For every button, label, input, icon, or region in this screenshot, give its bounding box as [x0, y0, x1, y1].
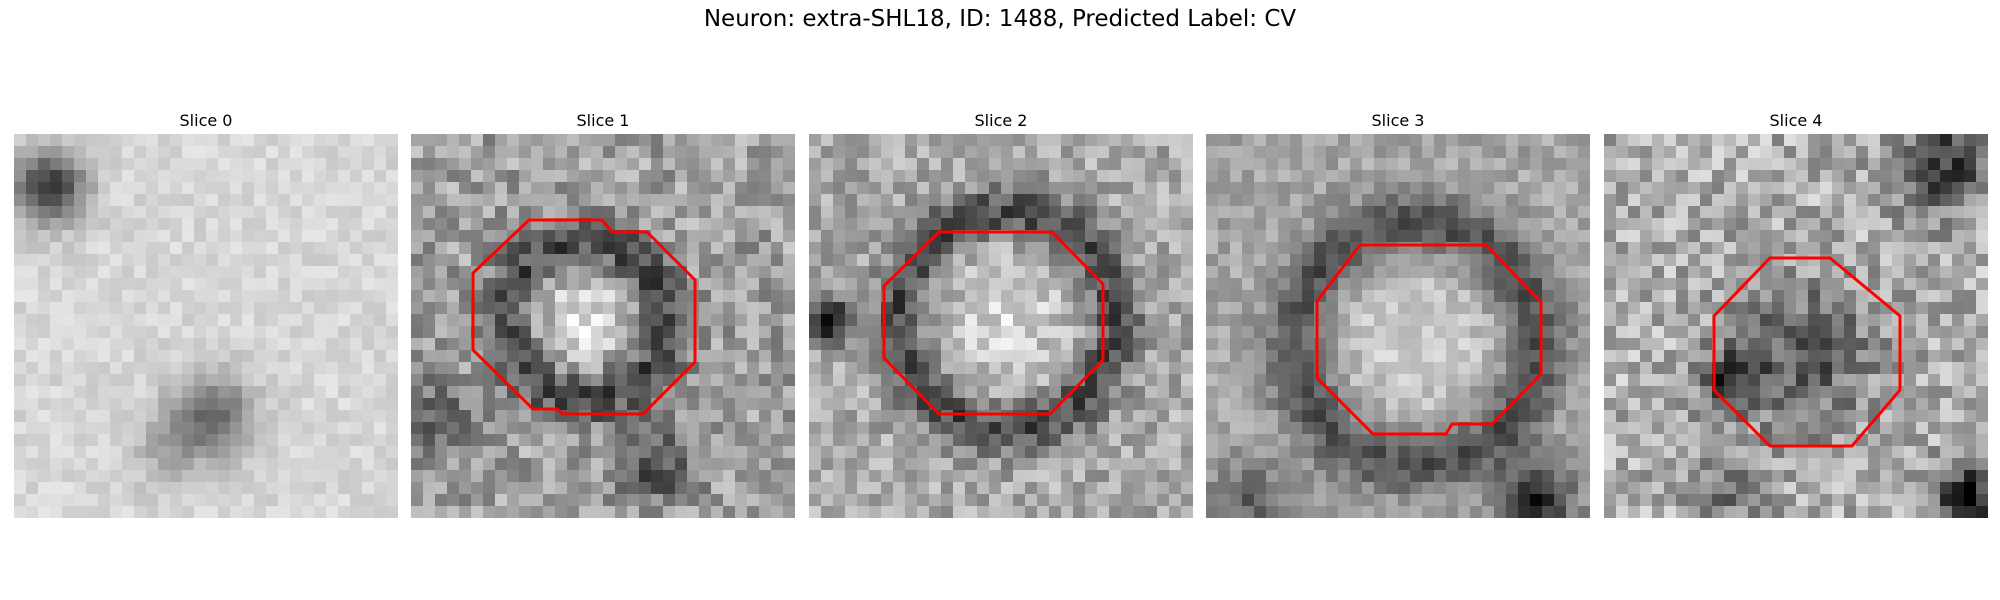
slice-image [411, 134, 795, 518]
slice-title: Slice 2 [974, 111, 1028, 130]
slice-panel-0: Slice 0 [14, 108, 398, 518]
pixel-grid [1604, 134, 1988, 518]
pixel-grid [1206, 134, 1590, 518]
slice-title: Slice 1 [576, 111, 630, 130]
slice-panel-1: Slice 1 [411, 108, 795, 518]
slice-title: Slice 0 [179, 111, 233, 130]
roi-outline [882, 230, 1105, 416]
pixel-grid [14, 134, 398, 518]
roi-outline [1315, 243, 1543, 436]
slice-panel-4: Slice 4 [1604, 108, 1988, 518]
slice-image [1604, 134, 1988, 518]
figure-title: Neuron: extra-SHL18, ID: 1488, Predicted… [703, 6, 1297, 32]
slice-image [14, 134, 398, 518]
roi-outline [1712, 256, 1902, 448]
slice-title: Slice 4 [1769, 111, 1823, 130]
slice-panel-2: Slice 2 [809, 108, 1193, 518]
roi-outline [471, 218, 697, 416]
pixel-grid [809, 134, 1193, 518]
slice-panel-3: Slice 3 [1206, 108, 1590, 518]
slice-image [1206, 134, 1590, 518]
slice-image [809, 134, 1193, 518]
slice-title: Slice 3 [1371, 111, 1425, 130]
pixel-grid [411, 134, 795, 518]
